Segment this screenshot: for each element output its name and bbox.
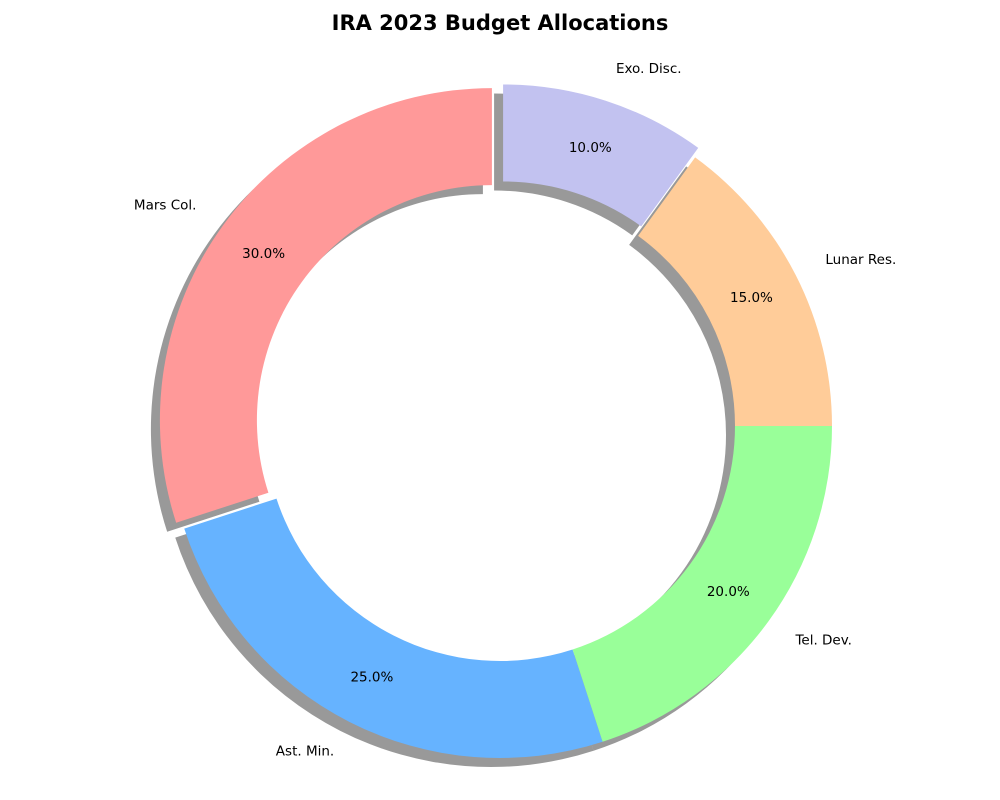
percent-label-ast-min: 25.0% [350, 669, 393, 685]
category-label-mars-col: Mars Col. [134, 197, 197, 213]
percent-label-mars-col: 30.0% [242, 246, 285, 262]
category-labels: Mars Col. Ast. Min. Tel. Dev. Lunar Res. Exo… [134, 61, 896, 759]
slice-ast-min [184, 498, 603, 758]
slice-exo-disc [503, 84, 699, 227]
category-label-lunar-res: Lunar Res. [825, 252, 896, 268]
slice-lunar-res [638, 157, 832, 426]
slice-tel-dev [572, 426, 832, 742]
chart-title: IRA 2023 Budget Allocations [332, 11, 669, 35]
slices [159, 84, 832, 758]
percent-label-tel-dev: 20.0% [707, 584, 750, 600]
category-label-ast-min: Ast. Min. [276, 743, 334, 759]
percent-label-exo-disc: 10.0% [569, 140, 612, 156]
percent-label-lunar-res: 15.0% [730, 290, 773, 306]
category-label-tel-dev: Tel. Dev. [794, 633, 852, 649]
percent-labels: 30.0% 25.0% 20.0% 15.0% 10.0% [242, 140, 773, 685]
category-label-exo-disc: Exo. Disc. [616, 61, 682, 77]
slice-mars-col [159, 88, 492, 523]
